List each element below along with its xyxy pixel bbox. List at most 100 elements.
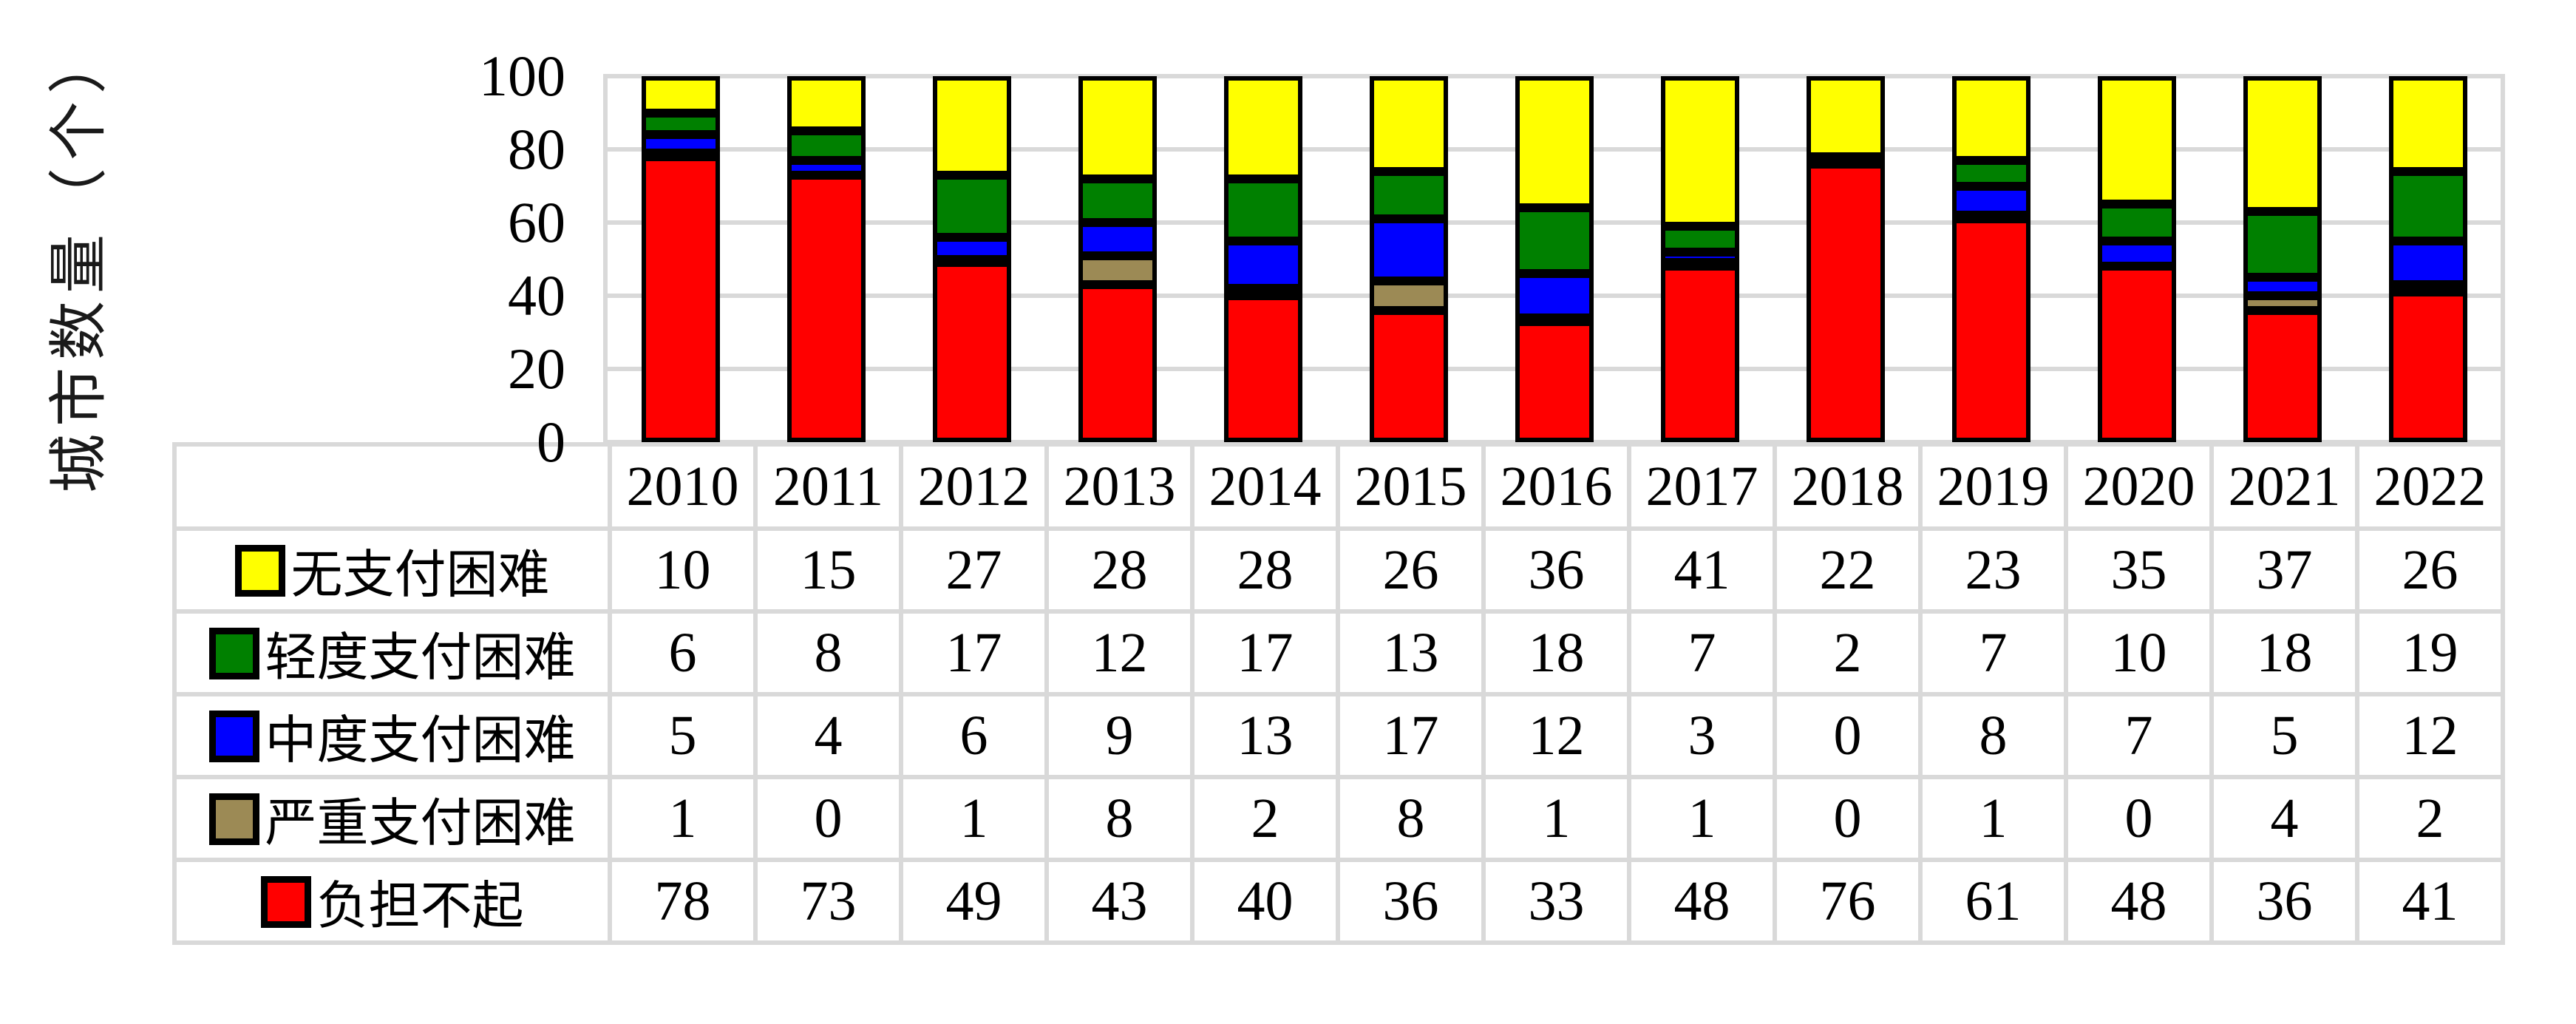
table-row-series-3: 严重支付困难 1 0 1 8 2 8 1 1 0 1 0 4 2 [172, 775, 2505, 862]
table-cell-2018-中度支付困难: 0 [1773, 692, 1923, 779]
bar-segment-2014-轻度支付困难 [1223, 178, 1302, 241]
bar-segment-2020-轻度支付困难 [2097, 204, 2176, 241]
bar-segment-2013-轻度支付困难 [1078, 178, 1157, 223]
table-cell-2016-轻度支付困难: 18 [1481, 609, 1631, 696]
table-cell-2011-严重支付困难: 0 [753, 775, 903, 862]
table-row-series-1: 轻度支付困难 6 8 17 12 17 13 18 7 2 7 10 18 19 [172, 609, 2505, 696]
table-cell-2020-严重支付困难: 0 [2064, 775, 2214, 862]
bar-segment-2011-轻度支付困难 [786, 131, 866, 160]
bar-segment-2022-中度支付困难 [2388, 240, 2467, 285]
bar-segment-2022-轻度支付困难 [2388, 171, 2467, 241]
table-cell-2020-无支付困难: 35 [2064, 526, 2214, 614]
y-tick-label-60: 60 [508, 190, 565, 254]
x-axis-label-2020: 2020 [2064, 442, 2214, 531]
table-cell-2017-中度支付困难: 3 [1627, 692, 1777, 779]
table-cell-2018-负担不起: 76 [1773, 858, 1923, 945]
bar-segment-2017-轻度支付困难 [1660, 226, 1739, 252]
bar-segment-2021-轻度支付困难 [2243, 211, 2322, 278]
table-cell-2019-轻度支付困难: 7 [1918, 609, 2068, 696]
bar-segment-2016-中度支付困难 [1515, 274, 1594, 318]
legend-item-3: 严重支付困难 [172, 775, 612, 862]
table-cell-2012-轻度支付困难: 17 [899, 609, 1049, 696]
x-axis-label-2011: 2011 [753, 442, 903, 531]
table-cell-2022-严重支付困难: 2 [2355, 775, 2505, 862]
y-tick-label-80: 80 [508, 117, 565, 181]
bar-segment-2021-严重支付困难 [2243, 296, 2322, 311]
bar-segment-2011-无支付困难 [786, 76, 866, 132]
x-axis-label-2017: 2017 [1627, 442, 1777, 531]
table-cell-2014-负担不起: 40 [1190, 858, 1340, 945]
table-cell-2021-负担不起: 36 [2209, 858, 2359, 945]
table-cell-2013-中度支付困难: 9 [1044, 692, 1194, 779]
bar-segment-2019-无支付困难 [1951, 76, 2030, 160]
table-cell-2017-负担不起: 48 [1627, 858, 1777, 945]
bar-2012 [932, 76, 1011, 442]
bar-2017 [1660, 76, 1739, 442]
table-cell-2010-轻度支付困难: 6 [608, 609, 758, 696]
table-cell-2014-无支付困难: 28 [1190, 526, 1340, 614]
table-cell-2019-无支付困难: 23 [1918, 526, 2068, 614]
legend-label: 轻度支付困难 [265, 629, 576, 687]
x-axis-label-2012: 2012 [899, 442, 1049, 531]
years-row: 2010 2011 2012 2013 2014 2015 2016 2017 2018 2019… [172, 442, 2505, 531]
table-cell-2010-严重支付困难: 1 [608, 775, 758, 862]
legend-swatch-icon [208, 710, 259, 762]
bar-segment-2013-无支付困难 [1078, 76, 1157, 179]
bar-segment-2018-轻度支付困难 [1806, 155, 1885, 164]
legend-swatch-icon [234, 544, 285, 597]
bar-segment-2015-严重支付困难 [1369, 281, 1448, 311]
bar-2014 [1223, 76, 1302, 442]
table-cell-2015-无支付困难: 26 [1336, 526, 1486, 614]
bar-segment-2018-负担不起 [1806, 163, 1885, 442]
bar-segment-2014-无支付困难 [1223, 76, 1302, 179]
y-tick-label-0: 0 [537, 410, 565, 474]
table-cell-2021-中度支付困难: 5 [2209, 692, 2359, 779]
table-cell-2020-中度支付困难: 7 [2064, 692, 2214, 779]
table-cell-2010-无支付困难: 10 [608, 526, 758, 614]
x-axis-label-2021: 2021 [2209, 442, 2359, 531]
bar-segment-2016-负担不起 [1515, 321, 1594, 442]
y-axis-title: 城市数量（个） [47, 27, 112, 493]
bar-segment-2013-严重支付困难 [1078, 255, 1157, 285]
table-cell-2014-中度支付困难: 13 [1190, 692, 1340, 779]
table-cell-2017-轻度支付困难: 7 [1627, 609, 1777, 696]
table-cell-2019-负担不起: 61 [1918, 858, 2068, 945]
table-cell-2015-轻度支付困难: 13 [1336, 609, 1486, 696]
legend-label: 负担不起 [316, 878, 524, 935]
table-cell-2017-无支付困难: 41 [1627, 526, 1777, 614]
bar-segment-2015-轻度支付困难 [1369, 171, 1448, 220]
bar-2022 [2388, 76, 2467, 442]
data-table: 2010 2011 2012 2013 2014 2015 2016 2017 2018 2019… [172, 442, 2505, 945]
bar-segment-2017-无支付困难 [1660, 76, 1739, 226]
table-cell-2021-无支付困难: 37 [2209, 526, 2359, 614]
plot-left-border [603, 74, 608, 444]
bar-segment-2022-无支付困难 [2388, 76, 2467, 172]
bar-2019 [1951, 76, 2030, 442]
table-row-series-2: 中度支付困难 5 4 6 9 13 17 12 3 0 8 7 5 12 [172, 692, 2505, 779]
table-cell-2013-轻度支付困难: 12 [1044, 609, 1194, 696]
bar-segment-2012-中度支付困难 [932, 237, 1011, 260]
table-cell-2017-严重支付困难: 1 [1627, 775, 1777, 862]
bar-segment-2020-负担不起 [2097, 266, 2176, 442]
x-axis-label-2010: 2010 [608, 442, 758, 531]
table-cell-2015-负担不起: 36 [1336, 858, 1486, 945]
bar-segment-2011-负担不起 [786, 174, 866, 442]
table-cell-2019-严重支付困难: 1 [1918, 775, 2068, 862]
bar-segment-2018-无支付困难 [1806, 76, 1885, 157]
table-cell-2015-中度支付困难: 17 [1336, 692, 1486, 779]
bar-segment-2019-轻度支付困难 [1951, 160, 2030, 186]
table-cell-2011-轻度支付困难: 8 [753, 609, 903, 696]
legend-label: 严重支付困难 [265, 795, 576, 852]
legend-item-2: 中度支付困难 [172, 692, 612, 779]
bar-segment-2019-中度支付困难 [1951, 186, 2030, 216]
bar-segment-2012-无支付困难 [932, 76, 1011, 175]
bar-segment-2015-中度支付困难 [1369, 219, 1448, 282]
table-cell-2014-轻度支付困难: 17 [1190, 609, 1340, 696]
bar-segment-2021-无支付困难 [2243, 76, 2322, 212]
table-cell-2012-负担不起: 49 [899, 858, 1049, 945]
table-cell-2011-中度支付困难: 4 [753, 692, 903, 779]
table-cell-2016-严重支付困难: 1 [1481, 775, 1631, 862]
bar-segment-2019-负担不起 [1951, 219, 2030, 442]
bar-segment-2021-中度支付困难 [2243, 277, 2322, 296]
